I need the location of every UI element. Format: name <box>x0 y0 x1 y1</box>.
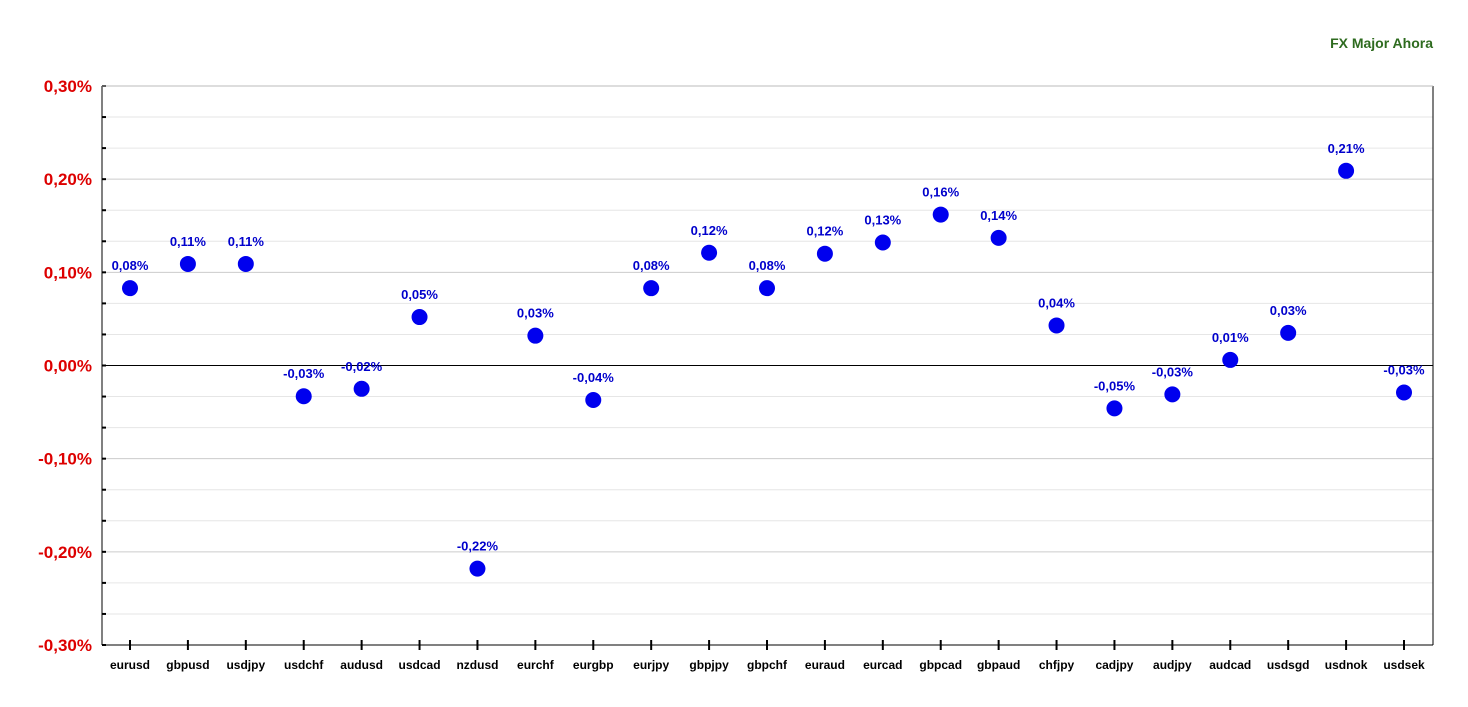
x-tick-label-cadjpy: cadjpy <box>1095 658 1133 672</box>
data-label-euraud: 0,12% <box>806 224 843 239</box>
data-label-eurgbp: -0,04% <box>573 370 615 385</box>
x-tick-label-eurcad: eurcad <box>863 658 902 672</box>
data-labels: 0,08% 0,11% 0,11% -0,03% -0,02% 0,05% -0,22% 0,… <box>112 141 1425 554</box>
x-tick-label-euraud: euraud <box>805 658 845 672</box>
x-tick-label-nzdusd: nzdusd <box>456 658 498 672</box>
data-point-usdnok <box>1338 162 1355 179</box>
data-label-usdcad: 0,05% <box>401 287 438 302</box>
x-tick-label-usdchf: usdchf <box>284 658 324 672</box>
data-point-gbpusd <box>179 255 196 272</box>
y-tick-label: 0,10% <box>44 263 92 282</box>
data-point-chfjpy <box>1048 317 1065 334</box>
data-label-eurcad: 0,13% <box>864 213 901 228</box>
data-label-usdsek: -0,03% <box>1383 363 1425 378</box>
x-tick-label-eurusd: eurusd <box>110 658 150 672</box>
data-point-eurchf <box>527 327 544 344</box>
data-label-eurjpy: 0,08% <box>633 258 670 273</box>
data-point-nzdusd <box>469 560 486 577</box>
legend-title: FX Major Ahora <box>1330 35 1433 51</box>
x-tick-label-audcad: audcad <box>1209 658 1251 672</box>
data-point-audcad <box>1222 351 1239 368</box>
data-point-gbpjpy <box>701 244 718 261</box>
y-tick-label: -0,10% <box>38 450 92 469</box>
x-tick-label-gbpusd: gbpusd <box>166 658 209 672</box>
x-tick-label-usdcad: usdcad <box>399 658 441 672</box>
data-label-eurusd: 0,08% <box>112 258 149 273</box>
data-point-euraud <box>816 245 833 262</box>
x-tick-label-gbpjpy: gbpjpy <box>689 658 729 672</box>
data-label-gbpchf: 0,08% <box>749 258 786 273</box>
data-point-eurcad <box>874 234 891 251</box>
y-tick-label: -0,30% <box>38 636 92 655</box>
data-label-audcad: 0,01% <box>1212 330 1249 345</box>
data-label-gbpjpy: 0,12% <box>691 223 728 238</box>
y-tick-label: -0,20% <box>38 543 92 562</box>
data-point-usdchf <box>295 388 312 405</box>
x-tick-label-usdnok: usdnok <box>1325 658 1368 672</box>
data-label-nzdusd: -0,22% <box>457 539 499 554</box>
y-tick-label: 0,20% <box>44 170 92 189</box>
data-point-eurjpy <box>643 280 660 297</box>
data-label-usdnok: 0,21% <box>1328 141 1365 156</box>
data-point-gbpchf <box>759 280 775 297</box>
data-point-usdsek <box>1396 384 1412 401</box>
data-label-eurchf: 0,03% <box>517 306 554 321</box>
x-tick-label-gbpcad: gbpcad <box>919 658 962 672</box>
data-point-eurgbp <box>585 391 602 408</box>
x-tick-label-usdsek: usdsek <box>1383 658 1425 672</box>
x-tick-label-eurchf: eurchf <box>517 658 555 672</box>
x-tick-label-audjpy: audjpy <box>1153 658 1192 672</box>
data-point-cadjpy <box>1106 400 1123 417</box>
data-label-cadjpy: -0,05% <box>1094 378 1136 393</box>
x-tick-label-chfjpy: chfjpy <box>1039 658 1075 672</box>
y-tick-label: 0,30% <box>44 77 92 96</box>
x-tick-label-gbpaud: gbpaud <box>977 658 1020 672</box>
x-tick-label-usdsgd: usdsgd <box>1267 658 1310 672</box>
y-tick-label: 0,00% <box>44 357 92 376</box>
data-point-usdjpy <box>237 255 254 272</box>
data-label-chfjpy: 0,04% <box>1038 295 1075 310</box>
data-label-gbpaud: 0,14% <box>980 208 1017 223</box>
data-point-audjpy <box>1164 386 1181 403</box>
data-label-usdjpy: 0,11% <box>228 234 265 249</box>
x-tick-labels: eurusd gbpusd usdjpy usdchf audusd usdcad nzdu… <box>110 658 1425 672</box>
axes <box>101 85 1434 650</box>
data-point-eurusd <box>122 280 138 297</box>
data-point-usdcad <box>411 309 428 326</box>
data-point-gbpaud <box>990 229 1007 246</box>
x-tick-label-usdjpy: usdjpy <box>226 658 265 672</box>
y-tick-labels: 0,30% 0,20% 0,10% 0,00% -0,10% -0,20% -0,30% <box>38 77 92 655</box>
data-label-audusd: -0,02% <box>341 359 383 374</box>
x-tick-label-eurgbp: eurgbp <box>573 658 614 672</box>
data-point-gbpcad <box>932 206 949 223</box>
x-tick-label-eurjpy: eurjpy <box>633 658 669 672</box>
data-point-audusd <box>353 380 370 397</box>
data-label-gbpusd: 0,11% <box>170 234 207 249</box>
data-label-usdsgd: 0,03% <box>1270 303 1307 318</box>
x-tick-label-audusd: audusd <box>340 658 383 672</box>
data-label-usdchf: -0,03% <box>283 366 325 381</box>
data-label-audjpy: -0,03% <box>1152 364 1194 379</box>
data-points <box>122 162 1412 577</box>
data-label-gbpcad: 0,16% <box>922 185 959 200</box>
data-point-usdsgd <box>1280 324 1297 341</box>
x-tick-label-gbpchf: gbpchf <box>747 658 788 672</box>
